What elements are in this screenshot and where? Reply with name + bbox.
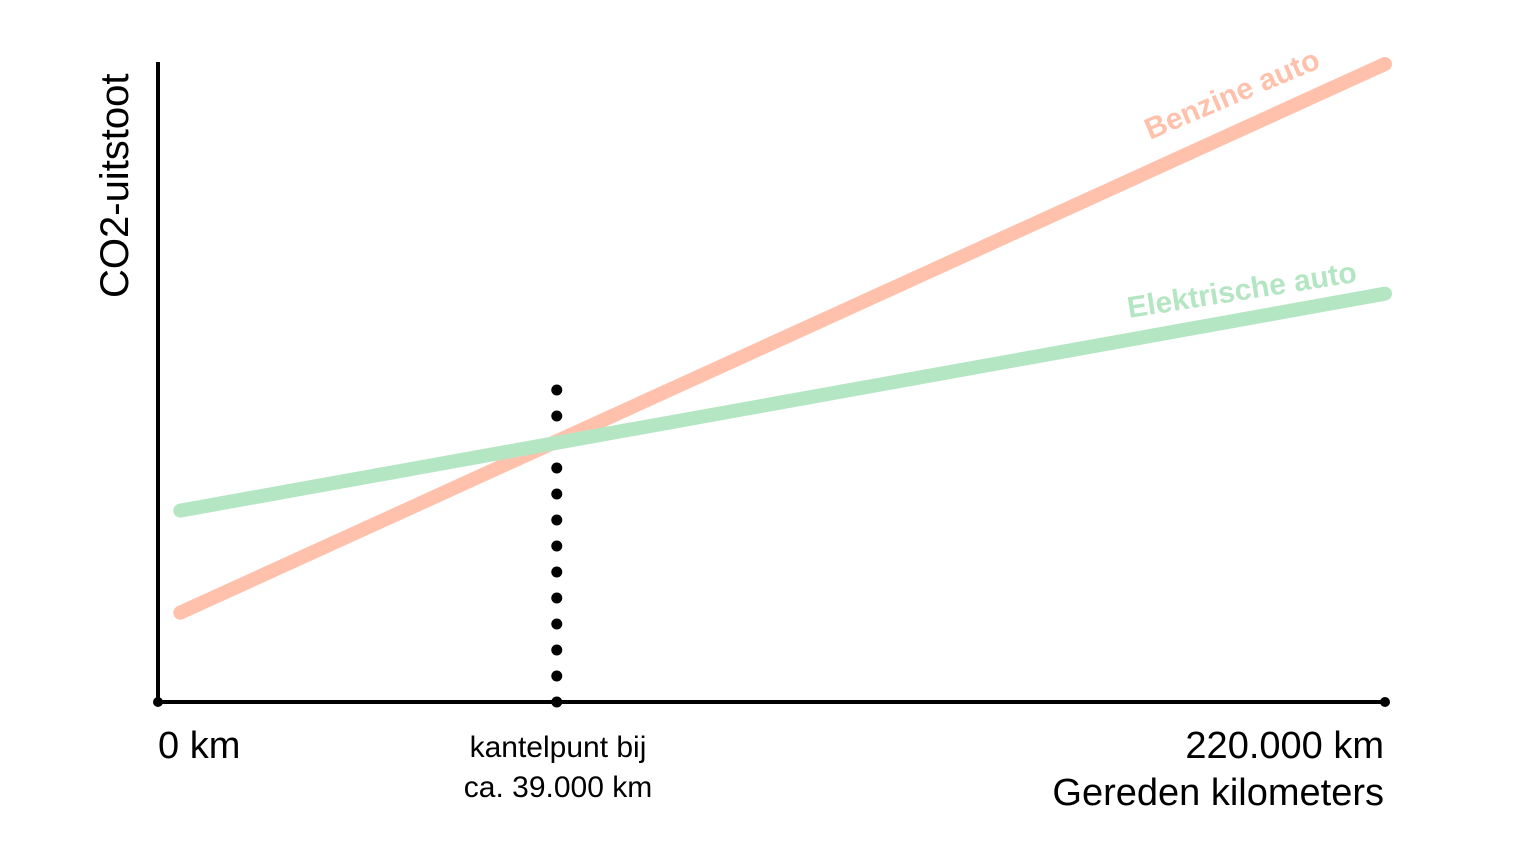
tipping-point-dot xyxy=(551,462,563,474)
tipping-point-dot xyxy=(551,384,563,396)
tipping-point-dot xyxy=(551,696,563,708)
tipping-point-marker xyxy=(551,384,563,708)
x-tick-label-start: 0 km xyxy=(158,725,240,767)
x-axis-end-dot xyxy=(1380,697,1390,707)
x-tick-label-end: 220.000 km xyxy=(1185,725,1384,767)
tipping-point-dot xyxy=(551,540,563,552)
tipping-point-dot xyxy=(551,592,563,604)
tipping-point-dot xyxy=(551,618,563,630)
tipping-point-dot xyxy=(551,410,563,422)
tipping-point-dot xyxy=(551,514,563,526)
x-axis-label: Gereden kilometers xyxy=(1052,772,1384,814)
x-axis-start-dot xyxy=(153,697,163,707)
tipping-point-dot xyxy=(551,670,563,682)
tipping-point-dot xyxy=(551,566,563,578)
tipping-point-dot xyxy=(551,488,563,500)
series-line-benzine xyxy=(173,57,1392,620)
tipping-point-dot xyxy=(551,644,563,656)
y-axis-label: CO2-uitstoot xyxy=(93,73,137,298)
tipping-point-label-line2: ca. 39.000 km xyxy=(464,771,652,804)
tipping-point-label-line1: kantelpunt bij xyxy=(470,731,647,764)
series-line-elektrisch xyxy=(173,286,1392,518)
